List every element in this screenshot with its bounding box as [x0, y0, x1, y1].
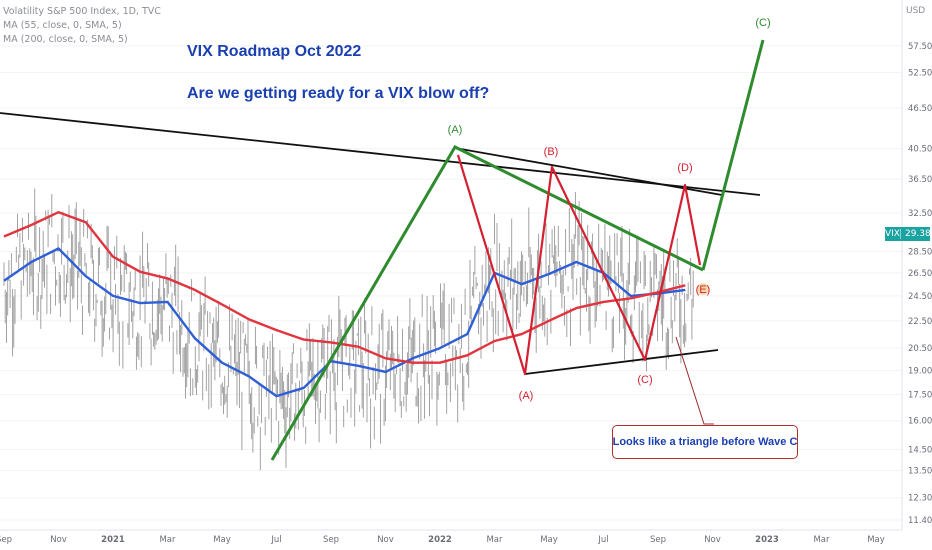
- headline-title: VIX Roadmap Oct 2022: [187, 43, 362, 60]
- legend-title: Volatility S&P 500 Index, 1D, TVC: [3, 6, 161, 17]
- y-tick-label: 17.50: [908, 390, 932, 400]
- ma200-line: [3, 210, 686, 364]
- moving-averages: [3, 210, 686, 398]
- x-tick-label: Mar: [486, 535, 503, 545]
- wave-red-triangle: [456, 154, 702, 376]
- resistance-trendline: [0, 112, 761, 196]
- x-tick-label: Jul: [270, 535, 281, 545]
- x-tick-label: Nov: [377, 535, 394, 545]
- wave-label: (A): [519, 390, 534, 402]
- ma55-line: [3, 247, 686, 398]
- wave-drawings: [0, 39, 765, 461]
- y-tick-label: 52.50: [908, 69, 932, 79]
- price-bar-series: [3, 188, 694, 471]
- y-tick-label: 13.50: [908, 466, 932, 476]
- wave-label: (C): [755, 17, 770, 29]
- y-tick-label: 36.50: [908, 175, 932, 185]
- wave-green-c: [701, 39, 765, 271]
- x-tick-label: May: [867, 535, 885, 545]
- x-tick-label: Mar: [813, 535, 830, 545]
- x-tick-label: Mar: [159, 535, 176, 545]
- headline-question: Are we getting ready for a VIX blow off?: [187, 85, 490, 102]
- x-tick-label: Jul: [597, 535, 608, 545]
- y-tick-label: 22.50: [908, 317, 932, 327]
- y-tick-label: 16.00: [908, 417, 932, 427]
- wave-label: (E): [696, 284, 711, 296]
- price-axis-unit: USD: [906, 6, 925, 16]
- price-bars: [3, 188, 694, 471]
- x-tick-label: Sep: [0, 535, 12, 545]
- y-tick-label: 26.50: [908, 269, 932, 279]
- y-tick-label: 57.50: [908, 42, 932, 52]
- lower-triangle-line: [524, 349, 719, 375]
- wave-e-marker: [697, 283, 709, 295]
- legend-ma200: MA (200, close, 0, SMA, 5): [3, 34, 128, 45]
- y-tick-label: 24.50: [908, 292, 932, 302]
- wave-green-ab: [270, 145, 704, 461]
- y-tick-label: 28.50: [908, 248, 932, 258]
- x-tick-label: Nov: [50, 535, 67, 545]
- x-tick-label: May: [540, 535, 558, 545]
- y-tick-label: 20.50: [908, 344, 932, 354]
- y-tick-label: 46.50: [908, 104, 932, 114]
- chart-grid: [0, 45, 902, 521]
- x-tick-label: 2021: [101, 535, 125, 545]
- x-tick-label: May: [213, 535, 231, 545]
- y-tick-label: 40.50: [908, 145, 932, 155]
- y-tick-label: 19.00: [908, 366, 932, 376]
- y-tick-label: 32.50: [908, 209, 932, 219]
- last-price-label: VIX 29.38: [885, 227, 931, 241]
- legend-ma55: MA (55, close, 0, SMA, 5): [3, 20, 122, 31]
- x-tick-label: 2023: [755, 535, 779, 545]
- note-pointer: [675, 336, 714, 425]
- chart-legend: Volatility S&P 500 Index, 1D, TVC MA (55…: [3, 5, 161, 47]
- x-tick-label: Nov: [704, 535, 721, 545]
- x-tick-label: 2022: [428, 535, 452, 545]
- triangle-note: Looks like a triangle before Wave C: [612, 425, 798, 459]
- last-price-symbol: VIX: [885, 229, 901, 239]
- y-tick-label: 12.30: [908, 494, 932, 504]
- upper-triangle-line: [454, 147, 723, 196]
- x-tick-label: Sep: [650, 535, 666, 545]
- y-tick-label: 11.40: [908, 516, 932, 526]
- y-tick-label: 14.50: [908, 446, 932, 456]
- wave-label: (B): [544, 146, 559, 158]
- last-price-value: 29.38: [904, 229, 931, 239]
- wave-label: (A): [448, 124, 463, 136]
- wave-label: (C): [637, 374, 652, 386]
- wave-label: (D): [677, 162, 692, 174]
- wave-labels: (A) (C) (B) (D) (A) (C) (E): [448, 17, 771, 402]
- x-tick-label: Sep: [323, 535, 339, 545]
